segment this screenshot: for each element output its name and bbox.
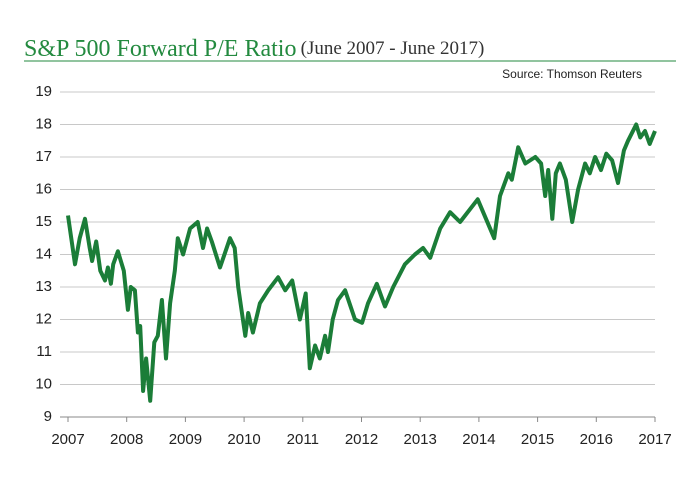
x-tick-label: 2013	[404, 431, 437, 448]
x-tick-label: 2008	[110, 431, 143, 448]
title: S&P 500 Forward P/E Ratio	[24, 36, 296, 62]
x-tick-label: 2007	[51, 431, 84, 448]
x-tick-label: 2009	[169, 431, 202, 448]
y-tick-label: 16	[35, 180, 52, 197]
chart-title: S&P 500 Forward P/E Ratio (June 2007 - J…	[24, 36, 484, 62]
y-tick-label: 13	[35, 278, 52, 295]
y-tick-label: 17	[35, 148, 52, 165]
data-line	[66, 122, 657, 403]
y-tick-label: 18	[35, 115, 52, 132]
y-tick-label: 10	[35, 375, 52, 392]
x-tick-label: 2010	[227, 431, 260, 448]
subtitle: (June 2007 - June 2017)	[301, 38, 485, 59]
y-tick-label: 9	[44, 408, 52, 425]
y-tick-label: 12	[35, 310, 52, 327]
y-tick-label: 19	[35, 83, 52, 100]
x-tick-label: 2015	[521, 431, 554, 448]
y-tick-label: 15	[35, 213, 52, 230]
x-tick-label: 2014	[462, 431, 495, 448]
y-tick-label: 14	[35, 245, 52, 262]
x-tick-label: 2011	[287, 431, 319, 448]
y-tick-label: 11	[36, 343, 52, 360]
x-tick-label: 2016	[580, 431, 613, 448]
x-tick-label: 2012	[345, 431, 378, 448]
source: Source: Thomson Reuters	[502, 67, 642, 81]
x-tick-label: 2017	[638, 431, 671, 448]
